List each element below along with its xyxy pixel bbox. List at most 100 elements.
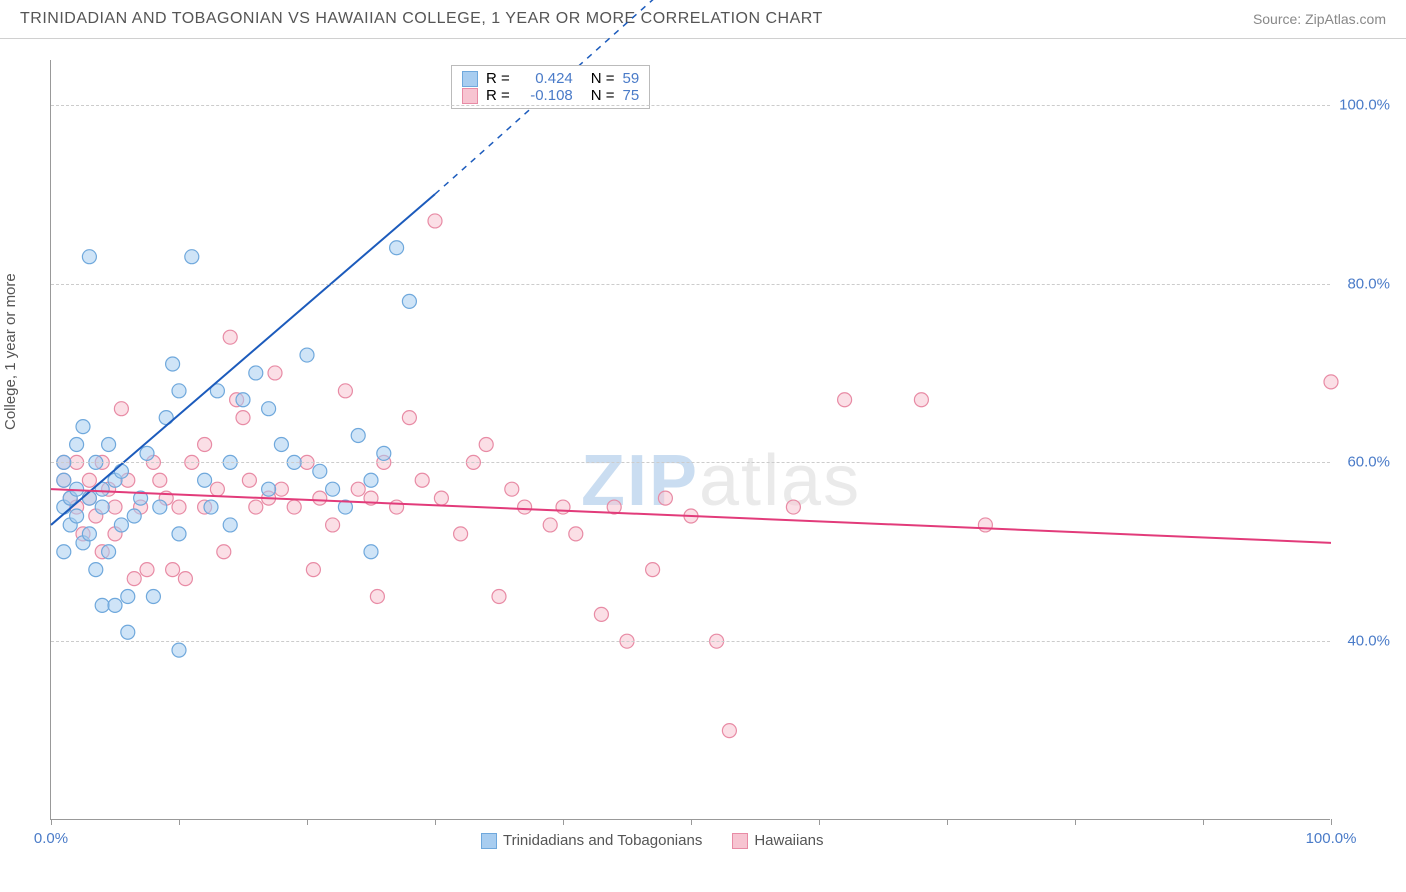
scatter-point-trinidadian — [326, 482, 340, 496]
regression-line — [51, 194, 435, 525]
scatter-point-trinidadian — [249, 366, 263, 380]
scatter-point-hawaiian — [415, 473, 429, 487]
xtick — [691, 819, 692, 825]
legend-bottom: Trinidadians and Tobagonians Hawaiians — [481, 832, 824, 849]
scatter-point-hawaiian — [351, 482, 365, 496]
scatter-point-trinidadian — [153, 500, 167, 514]
gridline-h — [51, 462, 1330, 463]
correlation-row-hawaiian: R = -0.108 N = 75 — [462, 87, 639, 104]
scatter-point-trinidadian — [82, 250, 96, 264]
correlation-row-trinidadian: R = 0.424 N = 59 — [462, 70, 639, 87]
chart-source: Source: ZipAtlas.com — [1253, 11, 1386, 27]
scatter-point-hawaiian — [82, 473, 96, 487]
correlation-legend-box: R = 0.424 N = 59 R = -0.108 N = 75 — [451, 65, 650, 109]
scatter-point-hawaiian — [217, 545, 231, 559]
scatter-point-hawaiian — [287, 500, 301, 514]
xtick — [1075, 819, 1076, 825]
scatter-point-hawaiian — [338, 384, 352, 398]
scatter-point-hawaiian — [268, 366, 282, 380]
scatter-point-trinidadian — [82, 491, 96, 505]
scatter-point-hawaiian — [178, 572, 192, 586]
scatter-point-hawaiian — [166, 563, 180, 577]
scatter-point-hawaiian — [402, 411, 416, 425]
scatter-point-hawaiian — [658, 491, 672, 505]
scatter-point-trinidadian — [262, 482, 276, 496]
scatter-point-trinidadian — [198, 473, 212, 487]
scatter-point-trinidadian — [377, 446, 391, 460]
xtick — [819, 819, 820, 825]
scatter-point-hawaiian — [434, 491, 448, 505]
scatter-point-hawaiian — [313, 491, 327, 505]
scatter-point-trinidadian — [146, 589, 160, 603]
scatter-point-trinidadian — [57, 545, 71, 559]
scatter-point-hawaiian — [454, 527, 468, 541]
scatter-point-hawaiian — [518, 500, 532, 514]
ytick-label: 80.0% — [1335, 275, 1390, 292]
scatter-point-hawaiian — [914, 393, 928, 407]
scatter-point-hawaiian — [198, 437, 212, 451]
scatter-point-hawaiian — [140, 563, 154, 577]
y-axis-label: College, 1 year or more — [2, 273, 19, 430]
xtick — [947, 819, 948, 825]
scatter-point-hawaiian — [114, 402, 128, 416]
regression-line — [51, 489, 1331, 543]
xtick — [1331, 819, 1332, 825]
scatter-plot-svg — [51, 60, 1330, 819]
scatter-point-hawaiian — [390, 500, 404, 514]
scatter-point-hawaiian — [722, 724, 736, 738]
xtick — [51, 819, 52, 825]
scatter-point-trinidadian — [351, 429, 365, 443]
scatter-point-hawaiian — [370, 589, 384, 603]
scatter-point-hawaiian — [594, 607, 608, 621]
scatter-point-trinidadian — [364, 545, 378, 559]
xtick — [307, 819, 308, 825]
r-value-trinidadian: 0.424 — [518, 70, 573, 87]
chart-title: TRINIDADIAN AND TOBAGONIAN VS HAWAIIAN C… — [20, 10, 823, 28]
scatter-point-hawaiian — [274, 482, 288, 496]
scatter-point-hawaiian — [543, 518, 557, 532]
xtick-label-right: 100.0% — [1306, 830, 1357, 847]
scatter-point-hawaiian — [838, 393, 852, 407]
scatter-point-trinidadian — [204, 500, 218, 514]
scatter-point-hawaiian — [242, 473, 256, 487]
scatter-point-trinidadian — [82, 527, 96, 541]
scatter-point-trinidadian — [223, 518, 237, 532]
scatter-point-hawaiian — [306, 563, 320, 577]
n-value-trinidadian: 59 — [623, 70, 640, 87]
xtick-label-left: 0.0% — [34, 830, 68, 847]
scatter-point-trinidadian — [262, 402, 276, 416]
scatter-point-hawaiian — [326, 518, 340, 532]
swatch-hawaiian — [462, 88, 478, 104]
gridline-h — [51, 284, 1330, 285]
scatter-point-trinidadian — [172, 527, 186, 541]
scatter-point-trinidadian — [95, 500, 109, 514]
scatter-point-trinidadian — [236, 393, 250, 407]
chart-plot-area: ZIPatlas R = 0.424 N = 59 R = -0.108 N =… — [50, 60, 1330, 820]
scatter-point-hawaiian — [569, 527, 583, 541]
scatter-point-trinidadian — [166, 357, 180, 371]
scatter-point-hawaiian — [492, 589, 506, 603]
scatter-point-hawaiian — [236, 411, 250, 425]
scatter-point-trinidadian — [140, 446, 154, 460]
scatter-point-trinidadian — [114, 464, 128, 478]
scatter-point-trinidadian — [114, 518, 128, 532]
gridline-h — [51, 641, 1330, 642]
chart-header: TRINIDADIAN AND TOBAGONIAN VS HAWAIIAN C… — [0, 0, 1406, 39]
scatter-point-trinidadian — [127, 509, 141, 523]
scatter-point-trinidadian — [390, 241, 404, 255]
scatter-point-hawaiian — [153, 473, 167, 487]
swatch-trinidadian-legend — [481, 833, 497, 849]
scatter-point-hawaiian — [786, 500, 800, 514]
scatter-point-trinidadian — [76, 420, 90, 434]
scatter-point-hawaiian — [505, 482, 519, 496]
ytick-label: 100.0% — [1335, 96, 1390, 113]
scatter-point-trinidadian — [102, 545, 116, 559]
xtick — [1203, 819, 1204, 825]
scatter-point-hawaiian — [978, 518, 992, 532]
scatter-point-trinidadian — [402, 294, 416, 308]
scatter-point-hawaiian — [172, 500, 186, 514]
scatter-point-hawaiian — [1324, 375, 1338, 389]
r-value-hawaiian: -0.108 — [518, 87, 573, 104]
scatter-point-trinidadian — [364, 473, 378, 487]
swatch-hawaiian-legend — [732, 833, 748, 849]
